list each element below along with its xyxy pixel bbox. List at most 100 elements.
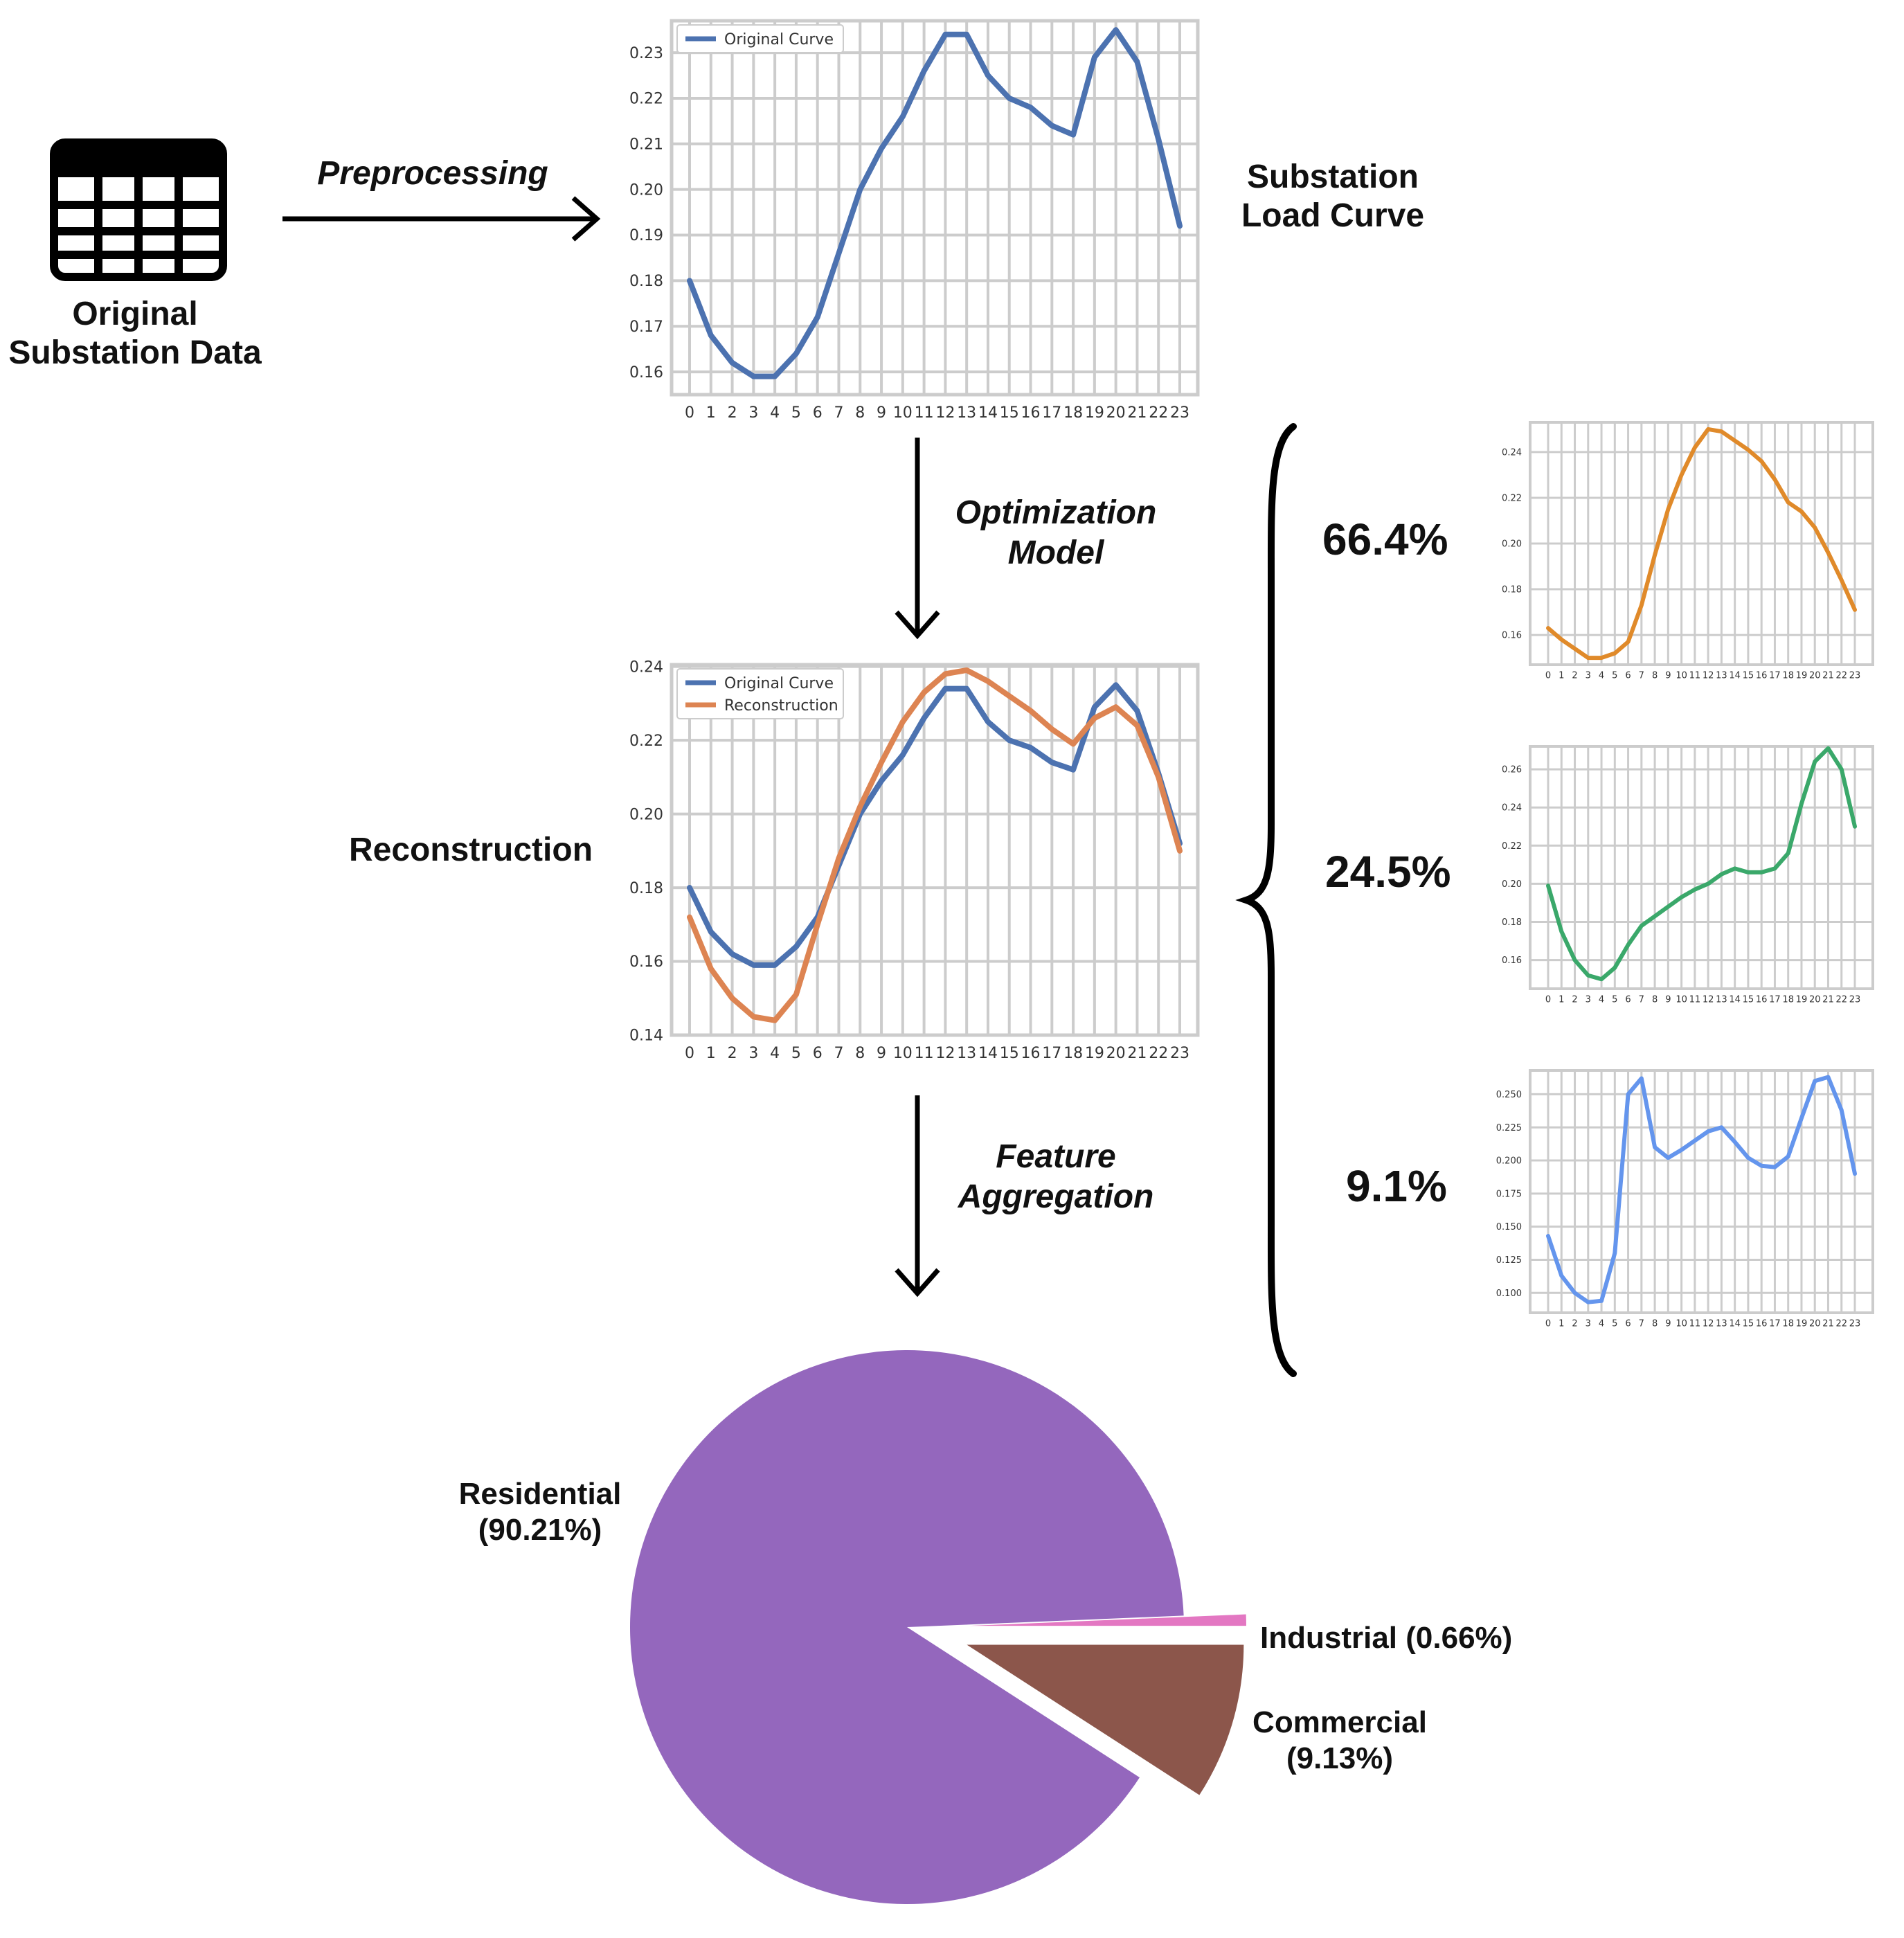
- y-tick-label: 0.17: [629, 318, 663, 336]
- reconstruction-label: Reconstruction: [348, 832, 593, 868]
- x-tick-label: 0: [685, 1045, 694, 1062]
- share-cluster1: 66.4%: [1322, 514, 1448, 564]
- x-tick-label: 19: [1796, 1319, 1808, 1329]
- x-tick-label: 20: [1106, 1045, 1126, 1062]
- x-tick-label: 10: [893, 1045, 913, 1062]
- x-tick-label: 19: [1085, 404, 1104, 422]
- residential-line2: (90.21%): [478, 1513, 602, 1547]
- x-tick-label: 21: [1822, 1319, 1834, 1329]
- x-tick-label: 12: [935, 1045, 955, 1062]
- x-tick-label: 6: [1625, 1319, 1631, 1329]
- y-tick-label: 0.18: [629, 273, 663, 290]
- x-tick-label: 12: [1703, 671, 1714, 681]
- x-tick-label: 15: [1000, 404, 1019, 422]
- x-tick-label: 20: [1809, 995, 1821, 1005]
- y-tick-label: 0.16: [1502, 631, 1522, 641]
- x-tick-label: 9: [1665, 671, 1671, 681]
- x-tick-label: 3: [748, 1045, 758, 1062]
- substation-curve-line1: Substation: [1247, 159, 1419, 195]
- plot-frame: [1529, 1069, 1874, 1314]
- share-cluster3: 9.1%: [1346, 1161, 1447, 1211]
- x-tick-label: 18: [1063, 1045, 1083, 1062]
- x-tick-label: 4: [1599, 671, 1604, 681]
- series-line: [687, 682, 1183, 968]
- y-tick-label: 0.14: [629, 1028, 663, 1045]
- preprocessing-arrow: [282, 196, 601, 242]
- x-tick-label: 13: [1716, 1319, 1727, 1329]
- x-tick-label: 9: [1665, 1319, 1671, 1329]
- x-tick-label: 5: [1612, 995, 1617, 1005]
- plot-frame: [670, 663, 1200, 1037]
- x-tick-label: 0: [1545, 995, 1551, 1005]
- x-tick-label: 1: [1559, 671, 1564, 681]
- x-tick-label: 6: [1625, 671, 1631, 681]
- feature-line2: Aggregation: [958, 1178, 1154, 1215]
- x-tick-label: 6: [1625, 995, 1631, 1005]
- x-tick-label: 19: [1796, 995, 1808, 1005]
- y-tick-label: 0.175: [1496, 1189, 1522, 1199]
- original-data-line2: Substation Data: [8, 334, 262, 371]
- commercial-line1: Commercial: [1252, 1705, 1427, 1739]
- optimization-arrow: [895, 438, 940, 640]
- x-tick-label: 14: [978, 1045, 998, 1062]
- x-tick-label: 16: [1756, 671, 1768, 681]
- y-tick-label: 0.24: [629, 658, 663, 676]
- legend-box: [676, 668, 844, 719]
- x-tick-label: 13: [957, 1045, 976, 1062]
- x-tick-label: 4: [1599, 995, 1604, 1005]
- x-tick-label: 1: [1559, 995, 1564, 1005]
- series-line: [1546, 1075, 1857, 1304]
- feature-aggregation-label: Feature Aggregation: [928, 1137, 1184, 1217]
- share-cluster2: 24.5%: [1325, 847, 1451, 897]
- x-tick-label: 8: [1652, 995, 1658, 1005]
- x-tick-label: 16: [1021, 404, 1041, 422]
- x-tick-label: 11: [1689, 671, 1701, 681]
- x-tick-label: 23: [1849, 671, 1861, 681]
- x-tick-label: 9: [877, 404, 886, 422]
- x-tick-label: 2: [728, 404, 737, 422]
- x-tick-label: 6: [813, 404, 823, 422]
- x-tick-label: 22: [1835, 1319, 1847, 1329]
- plot-frame: [670, 19, 1200, 397]
- x-tick-label: 5: [791, 404, 801, 422]
- residential-line1: Residential: [458, 1477, 622, 1511]
- x-tick-label: 2: [728, 1045, 737, 1062]
- grid: [1530, 422, 1873, 665]
- pie-slice-commercial: [967, 1644, 1244, 1795]
- x-tick-label: 14: [1729, 671, 1741, 681]
- cluster1-chart: 0.160.180.200.220.240 1 2 3 4 5 6 7 8 9 10 11 12 13 14…: [1502, 421, 1874, 681]
- series-line: [687, 27, 1183, 379]
- x-tick-label: 2: [1572, 1319, 1577, 1329]
- x-tick-label: 11: [1689, 995, 1701, 1005]
- x-tick-label: 2: [1572, 995, 1577, 1005]
- x-tick-label: 1: [706, 404, 716, 422]
- x-tick-label: 7: [1639, 671, 1644, 681]
- x-tick-label: 22: [1835, 671, 1847, 681]
- legend-label: Original Curve: [724, 31, 834, 48]
- x-tick-label: 4: [1599, 1319, 1604, 1329]
- x-tick-label: 17: [1042, 1045, 1061, 1062]
- pie-slice-residential: [629, 1349, 1184, 1904]
- y-tick-label: 0.20: [1502, 879, 1522, 890]
- y-tick-label: 0.225: [1496, 1123, 1522, 1133]
- y-tick-label: 0.23: [629, 45, 663, 62]
- x-tick-label: 12: [1703, 1319, 1714, 1329]
- grid: [672, 21, 1198, 395]
- cluster2-chart: 0.160.180.200.220.240.260 1 2 3 4 5 6 7 8 9 10 11 12…: [1502, 745, 1874, 1005]
- x-tick-label: 16: [1756, 995, 1768, 1005]
- x-tick-label: 19: [1796, 671, 1808, 681]
- y-tick-label: 0.24: [1502, 447, 1522, 458]
- pie-slice-industrial: [969, 1614, 1246, 1626]
- x-tick-label: 17: [1769, 995, 1781, 1005]
- x-tick-label: 11: [915, 1045, 934, 1062]
- x-tick-label: 21: [1822, 995, 1834, 1005]
- y-tick-label: 0.250: [1496, 1090, 1522, 1100]
- y-tick-label: 0.16: [629, 953, 663, 971]
- legend-label: Reconstruction: [724, 697, 838, 715]
- x-tick-label: 10: [1676, 995, 1687, 1005]
- x-tick-label: 16: [1756, 1319, 1768, 1329]
- x-tick-label: 15: [1743, 671, 1754, 681]
- x-tick-label: 8: [1652, 1319, 1658, 1329]
- feature-line1: Feature: [996, 1138, 1116, 1175]
